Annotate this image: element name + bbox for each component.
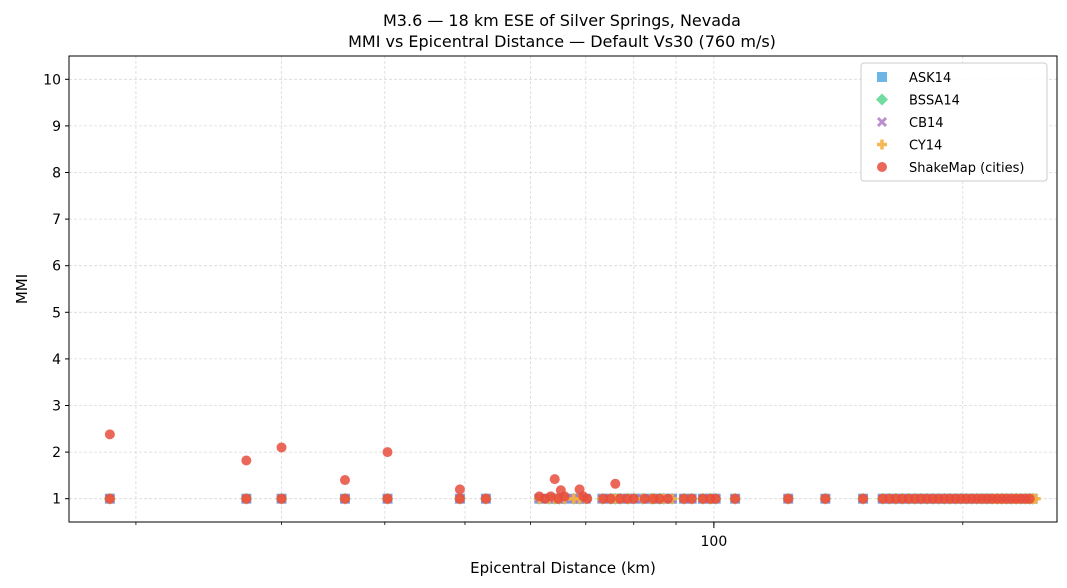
legend-label-cy14: CY14 xyxy=(909,139,942,154)
y-tick-label: 9 xyxy=(52,119,61,135)
y-tick-label: 7 xyxy=(52,212,61,228)
shakemap-point xyxy=(276,493,287,504)
legend: ASK14 BSSA14 CB14 CY14 ShakeMap (cities) xyxy=(860,62,1048,182)
y-tick-label: 6 xyxy=(52,259,61,275)
y-tick-label: 10 xyxy=(43,72,61,88)
shakemap-point xyxy=(582,493,593,504)
shakemap-point xyxy=(730,493,741,504)
shakemap-point xyxy=(382,447,393,458)
legend-marker-shakemap-cities xyxy=(877,162,887,172)
y-tick-label: 8 xyxy=(52,166,61,182)
shakemap-point xyxy=(276,442,287,453)
shakemap-point xyxy=(104,429,115,440)
shakemap-point xyxy=(339,493,350,504)
y-axis-label: MMI xyxy=(13,274,31,304)
chart-title: M3.6 — 18 km ESE of Silver Springs, Neva… xyxy=(383,11,741,30)
shakemap-point xyxy=(480,493,491,504)
shakemap-point xyxy=(559,491,570,502)
legend-marker-ask14 xyxy=(877,72,887,82)
shakemap-point xyxy=(605,493,616,504)
chart-subtitle: MMI vs Epicentral Distance — Default Vs3… xyxy=(348,32,776,51)
shakemap-point xyxy=(241,455,252,466)
y-tick-label: 4 xyxy=(52,352,61,368)
y-tick-label: 1 xyxy=(52,492,61,508)
shakemap-point xyxy=(454,493,465,504)
legend-label-shakemap-cities: ShakeMap (cities) xyxy=(909,161,1024,176)
x-tick-label: 100 xyxy=(701,534,728,550)
legend-box xyxy=(860,62,1048,182)
y-tick-label: 2 xyxy=(52,445,61,461)
shakemap-point xyxy=(783,493,794,504)
shakemap-point xyxy=(339,475,350,486)
legend-marker-cy14 xyxy=(877,139,887,150)
shakemap-point xyxy=(654,493,665,504)
shakemap-point xyxy=(549,474,560,485)
data-points xyxy=(103,429,1041,505)
shakemap-point xyxy=(858,493,869,504)
shakemap-point xyxy=(382,493,393,504)
shakemap-point xyxy=(697,493,708,504)
legend-label-bssa14: BSSA14 xyxy=(909,94,960,109)
legend-label-cb14: CB14 xyxy=(909,116,944,131)
y-tick-label: 3 xyxy=(52,399,61,415)
shakemap-point xyxy=(610,478,621,489)
shakemap-point xyxy=(1024,493,1035,504)
plot-area xyxy=(68,55,1058,523)
shakemap-point xyxy=(454,484,465,495)
y-tick-label: 5 xyxy=(52,305,61,321)
shakemap-point xyxy=(686,493,697,504)
shakemap-point xyxy=(678,493,689,504)
shakemap-point xyxy=(639,493,650,504)
shakemap-point xyxy=(710,493,721,504)
shakemap-point xyxy=(104,493,115,504)
legend-marker-cb14 xyxy=(876,116,888,128)
shakemap-point xyxy=(598,493,609,504)
legend-marker-bssa14 xyxy=(876,93,888,106)
shakemap-point xyxy=(820,493,831,504)
x-axis-label: Epicentral Distance (km) xyxy=(470,559,656,577)
shakemap-point xyxy=(628,493,639,504)
legend-label-ask14: ASK14 xyxy=(909,71,951,86)
axis-ticks: 1 2 3 4 5 6 7 8 9 10 100 xyxy=(43,72,964,550)
shakemap-point xyxy=(241,493,252,504)
shakemap-point xyxy=(662,493,673,504)
shakemap-point xyxy=(615,493,626,504)
